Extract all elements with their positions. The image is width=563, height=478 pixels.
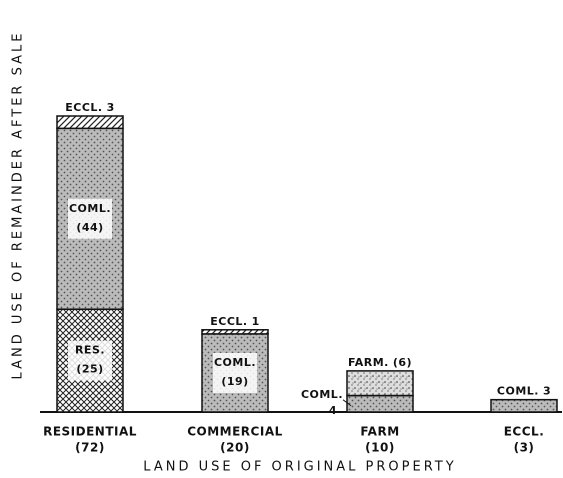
data-label: (25) [76,363,103,376]
segment-name: COML. [497,385,539,398]
segment-name: COML. [214,356,256,369]
segment-label: FARM. (6) [348,356,412,369]
x-tick-total: (20) [220,441,250,455]
data-label: 4 [329,404,337,417]
x-tick-total: (10) [365,441,395,455]
segment-name: RES. [75,344,105,357]
x-tick-total: (72) [75,441,105,455]
segment-name: FARM. [348,356,389,369]
segment-name: ECCL. [210,315,247,328]
label-bg [68,340,112,381]
data-label: 1 [252,315,260,328]
x-tick-total: (3) [514,441,535,455]
label-bg [68,198,112,239]
x-tick-label: FARM [360,425,399,439]
leader-line [342,399,352,407]
x-axis-title: LAND USE OF ORIGINAL PROPERTY [143,460,456,475]
bar-segment [346,370,414,397]
data-label: (6) [393,356,412,369]
segment-label: COML. 3 [497,385,551,398]
x-tick-label: RESIDENTIAL [43,425,137,439]
data-label: 3 [107,101,115,114]
segment-name: ECCL. [65,101,102,114]
data-label: (19) [221,375,248,388]
y-axis-title: LAND USE OF REMAINDER AFTER SALE [11,31,26,380]
segment-name: COML. [301,388,343,401]
label-bg [213,352,257,393]
x-tick-label: ECCL. [504,425,545,439]
bar-segment [201,329,269,335]
segment-label: ECCL. 1 [210,315,260,328]
bar-segment [346,394,414,413]
data-label: (44) [76,221,103,234]
segment-name: COML. [69,202,111,215]
segment-label: ECCL. 3 [65,101,115,114]
x-tick-label: COMMERCIAL [187,425,283,439]
data-label: 3 [543,385,551,398]
bar-segment [56,115,124,130]
bar-segment [490,398,558,413]
